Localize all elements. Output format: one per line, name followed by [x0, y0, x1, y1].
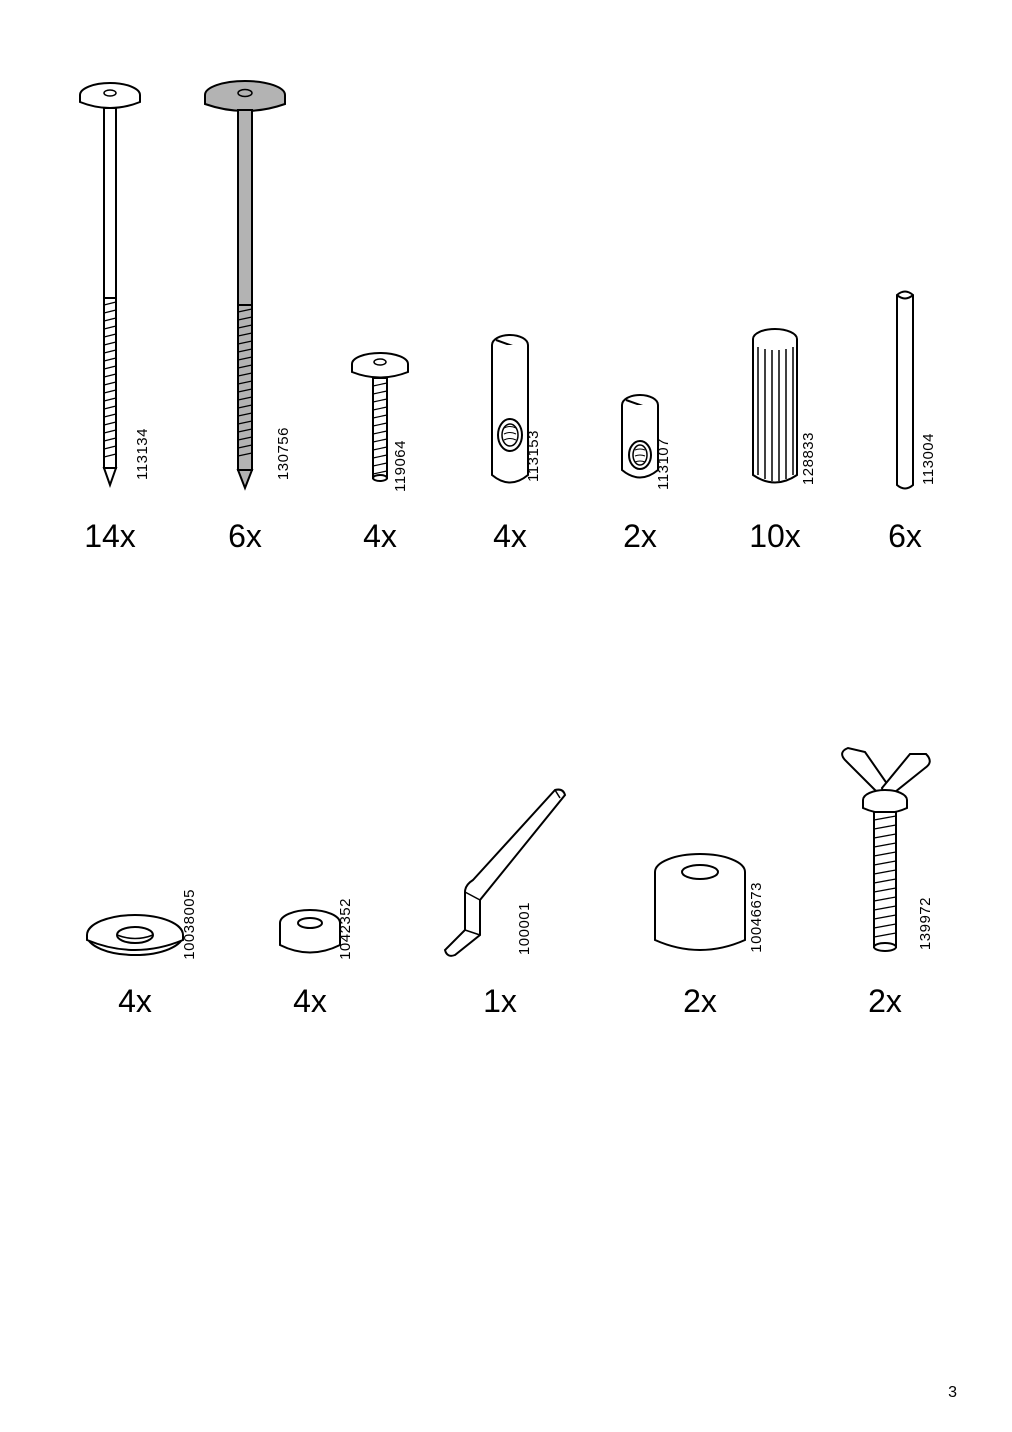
allen-key-icon — [425, 780, 575, 965]
part-10038005: 10038005 4x — [60, 895, 210, 1020]
part-100001: 100001 1x — [410, 775, 590, 1020]
part-number: 139972 — [917, 897, 934, 950]
part-qty: 4x — [118, 983, 152, 1020]
part-number: 113107 — [655, 438, 672, 490]
part-qty: 2x — [623, 518, 657, 555]
part-qty: 14x — [84, 518, 136, 555]
part-qty: 2x — [868, 983, 902, 1020]
part-qty: 2x — [683, 983, 717, 1020]
part-113153: 113153 4x — [450, 320, 570, 555]
washer-flat-icon — [80, 910, 190, 965]
part-number: 113004 — [920, 433, 937, 485]
part-number: 10038005 — [181, 889, 198, 960]
plain-dowel-icon — [885, 285, 925, 500]
part-qty: 10x — [749, 518, 801, 555]
part-number: 128833 — [800, 432, 817, 485]
part-10046673: 10046673 2x — [620, 845, 780, 1020]
part-number: 113134 — [134, 428, 151, 480]
part-number: 130756 — [275, 427, 292, 480]
part-qty: 1x — [483, 983, 517, 1020]
part-number: 100001 — [516, 902, 533, 955]
part-number: 119064 — [392, 440, 409, 492]
part-qty: 4x — [293, 983, 327, 1020]
part-1042352: 1042352 4x — [240, 895, 380, 1020]
part-qty: 6x — [228, 518, 262, 555]
part-113107: 113107 2x — [580, 380, 700, 555]
part-number: 113153 — [525, 430, 542, 482]
hardware-row-1: 113134 14x — [50, 80, 962, 555]
part-139972: 139972 2x — [810, 735, 960, 1020]
part-128833: 128833 10x — [710, 320, 840, 555]
hardware-row-2: 10038005 4x 1042352 4x — [50, 735, 962, 1020]
part-qty: 6x — [888, 518, 922, 555]
part-113134: 113134 14x — [50, 80, 170, 555]
cylinder-icon — [645, 850, 755, 965]
part-qty: 4x — [363, 518, 397, 555]
part-113004: 113004 6x — [850, 280, 960, 555]
part-130756: 130756 6x — [180, 80, 310, 555]
page-number: 3 — [948, 1384, 957, 1402]
part-119064: 119064 4x — [320, 340, 440, 555]
part-number: 10046673 — [748, 882, 765, 953]
hardware-page: 113134 14x — [0, 0, 1012, 1432]
part-qty: 4x — [493, 518, 527, 555]
part-number: 1042352 — [337, 898, 354, 960]
